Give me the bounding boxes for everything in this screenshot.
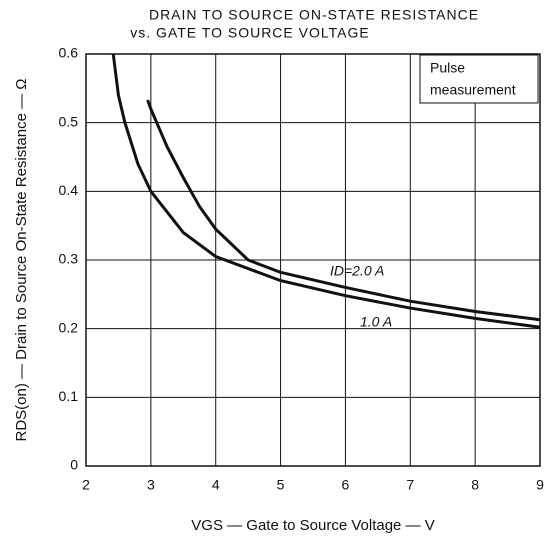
series-label: 1.0 A <box>360 314 392 330</box>
x-tick-label: 6 <box>342 477 350 493</box>
y-tick-label: 0 <box>70 457 78 473</box>
x-tick-label: 5 <box>277 477 285 493</box>
y-tick-label: 0.2 <box>59 319 79 335</box>
chart-title: vs. GATE TO SOURCE VOLTAGE <box>130 25 369 41</box>
y-axis-label: RDS(on) — Drain to Source On-State Resis… <box>13 78 30 441</box>
annotation-box <box>419 54 539 104</box>
series-label: ID=2.0 A <box>330 263 384 279</box>
x-tick-label: 2 <box>82 477 90 493</box>
x-tick-label: 8 <box>471 477 479 493</box>
series-line <box>146 99 541 322</box>
chart-title: DRAIN TO SOURCE ON-STATE RESISTANCE <box>149 7 479 23</box>
annotation: measurement <box>430 82 516 98</box>
series-line <box>111 53 541 329</box>
x-tick-label: 3 <box>147 477 155 493</box>
annotation: Pulse <box>430 60 465 76</box>
x-tick-label: 9 <box>536 477 544 493</box>
y-tick-label: 0.4 <box>59 182 79 198</box>
x-axis-label: VGS — Gate to Source Voltage — V <box>191 517 434 534</box>
x-tick-label: 4 <box>212 477 220 493</box>
y-tick-label: 0.5 <box>59 113 79 129</box>
y-tick-label: 0.1 <box>59 388 79 404</box>
y-tick-label: 0.3 <box>59 251 79 267</box>
x-tick-label: 7 <box>406 477 414 493</box>
y-tick-label: 0.6 <box>59 45 79 61</box>
